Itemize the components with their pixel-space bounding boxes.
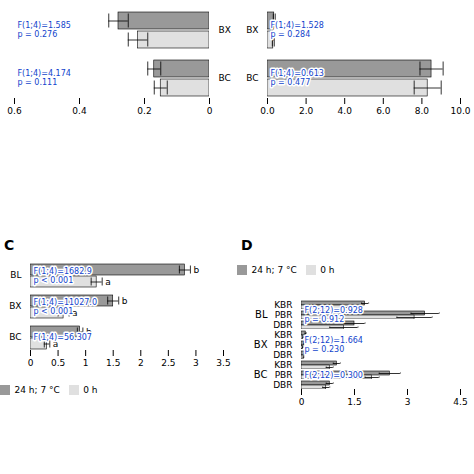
svg-text:0.6: 0.6 <box>7 106 22 116</box>
svg-text:F(1;4)=1682.9p < 0.001: F(1;4)=1682.9p < 0.001 <box>34 267 92 285</box>
svg-text:3: 3 <box>405 396 411 406</box>
svg-text:0.4: 0.4 <box>72 106 87 116</box>
svg-text:F(1;4)=1.585p = 0.276: F(1;4)=1.585p = 0.276 <box>18 21 71 39</box>
svg-text:1: 1 <box>83 358 89 368</box>
svg-text:0.5: 0.5 <box>51 358 65 368</box>
svg-text:F(2;12)=0.928p = 0.912: F(2;12)=0.928p = 0.912 <box>305 306 363 324</box>
svg-text:F(2;12)=0.300: F(2;12)=0.300 <box>305 370 363 379</box>
svg-text:a: a <box>52 338 59 349</box>
svg-text:BL: BL <box>10 270 21 280</box>
svg-text:F(1;4)=56.307: F(1;4)=56.307 <box>34 333 92 342</box>
svg-text:PBR: PBR <box>275 369 293 379</box>
svg-text:2: 2 <box>138 358 144 368</box>
svg-text:DBR: DBR <box>273 319 292 329</box>
html-text:0 h: 0 h <box>83 384 98 395</box>
svg-text:BC: BC <box>219 73 231 83</box>
svg-text:BC: BC <box>246 73 258 83</box>
svg-text:BX: BX <box>254 339 268 350</box>
svg-text:2.0: 2.0 <box>299 106 314 116</box>
svg-text:F(1;4)=11027.0p < 0.001: F(1;4)=11027.0p < 0.001 <box>34 298 98 316</box>
svg-text:b: b <box>85 326 92 337</box>
html-text:C: C <box>4 237 15 253</box>
svg-text:PBR: PBR <box>275 339 293 349</box>
svg-text:KBR: KBR <box>274 299 292 309</box>
svg-text:b: b <box>193 265 199 275</box>
svg-text:KBR: KBR <box>274 329 292 339</box>
svg-text:BC: BC <box>9 332 21 342</box>
svg-text:1.5: 1.5 <box>347 396 361 406</box>
svg-text:0.2: 0.2 <box>137 106 151 116</box>
svg-text:0.0: 0.0 <box>260 106 275 116</box>
svg-text:a: a <box>72 307 78 318</box>
svg-text:4.0: 4.0 <box>338 106 353 116</box>
svg-text:KBR: KBR <box>274 359 292 369</box>
svg-text:4.5: 4.5 <box>453 396 467 406</box>
svg-text:F(1;4)=4.174p = 0.111: F(1;4)=4.174p = 0.111 <box>18 69 71 87</box>
svg-text:PBR: PBR <box>275 309 293 319</box>
html-text:D: D <box>241 237 253 253</box>
svg-text:2.5: 2.5 <box>161 358 175 368</box>
svg-text:F(1;4)=1.528p = 0.284: F(1;4)=1.528p = 0.284 <box>271 21 324 39</box>
svg-text:3: 3 <box>193 358 199 368</box>
html-text:24 h; 7 °C: 24 h; 7 °C <box>14 384 60 395</box>
svg-text:DBR: DBR <box>273 379 292 389</box>
svg-text:0: 0 <box>207 106 213 116</box>
svg-text:1.5: 1.5 <box>106 358 120 368</box>
html-text:0 h: 0 h <box>320 264 335 275</box>
svg-text:BC: BC <box>254 369 268 380</box>
svg-text:BL: BL <box>255 309 268 320</box>
svg-text:6.0: 6.0 <box>376 106 391 116</box>
svg-text:8.0: 8.0 <box>415 106 430 116</box>
svg-text:0: 0 <box>28 358 34 368</box>
svg-text:DBR: DBR <box>273 349 292 359</box>
svg-text:b: b <box>122 296 128 306</box>
svg-text:a: a <box>105 277 111 287</box>
svg-text:3.5: 3.5 <box>216 358 230 368</box>
svg-text:F(2;12)=1.664p = 0.230: F(2;12)=1.664p = 0.230 <box>305 336 363 354</box>
svg-text:0: 0 <box>299 396 305 406</box>
svg-text:BX: BX <box>219 25 231 35</box>
svg-text:BX: BX <box>9 301 21 311</box>
svg-text:10.0: 10.0 <box>450 106 470 116</box>
svg-text:F(1;4)=0.613p = 0.477: F(1;4)=0.613p = 0.477 <box>271 69 324 87</box>
svg-text:BX: BX <box>246 25 258 35</box>
html-text:24 h; 7 °C: 24 h; 7 °C <box>251 264 297 275</box>
